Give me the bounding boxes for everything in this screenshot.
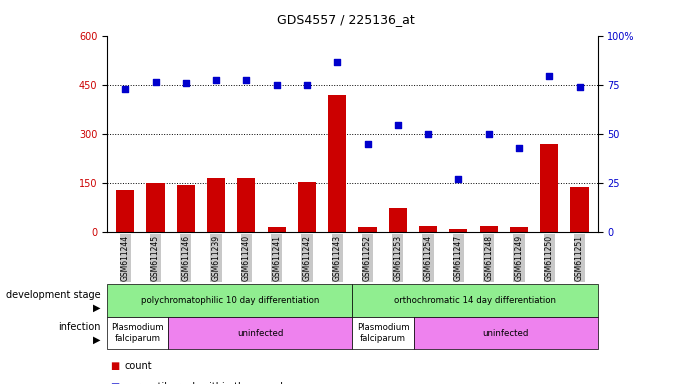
Bar: [419, 226, 437, 232]
Point: [483, 131, 494, 137]
Bar: [449, 229, 468, 232]
Bar: [571, 187, 589, 232]
Bar: [146, 184, 164, 232]
Point: [120, 86, 131, 93]
Bar: [328, 95, 346, 232]
Bar: [480, 226, 498, 232]
Point: [392, 121, 404, 127]
Bar: [298, 182, 316, 232]
Text: ■: ■: [111, 382, 120, 384]
Text: count: count: [124, 361, 152, 371]
Text: uninfected: uninfected: [482, 329, 529, 338]
Point: [332, 59, 343, 65]
Text: ▶: ▶: [93, 302, 100, 313]
Bar: [237, 179, 256, 232]
Point: [423, 131, 434, 137]
Text: infection: infection: [57, 322, 100, 333]
Bar: [207, 179, 225, 232]
Text: Plasmodium
falciparum: Plasmodium falciparum: [357, 323, 409, 343]
Point: [513, 145, 524, 151]
Bar: [359, 227, 377, 232]
Point: [301, 83, 312, 89]
Point: [180, 80, 191, 86]
Text: development stage: development stage: [6, 290, 100, 300]
Bar: [267, 227, 286, 232]
Point: [271, 83, 282, 89]
Point: [241, 76, 252, 83]
Text: polychromatophilic 10 day differentiation: polychromatophilic 10 day differentiatio…: [140, 296, 319, 305]
Text: orthochromatic 14 day differentiation: orthochromatic 14 day differentiation: [394, 296, 556, 305]
Point: [150, 78, 161, 84]
Text: GDS4557 / 225136_at: GDS4557 / 225136_at: [276, 13, 415, 26]
Text: ■: ■: [111, 361, 120, 371]
Bar: [389, 208, 407, 232]
Point: [453, 176, 464, 182]
Text: percentile rank within the sample: percentile rank within the sample: [124, 382, 290, 384]
Text: Plasmodium
falciparum: Plasmodium falciparum: [111, 323, 164, 343]
Point: [211, 76, 222, 83]
Text: ▶: ▶: [93, 335, 100, 345]
Point: [544, 73, 555, 79]
Point: [362, 141, 373, 147]
Text: uninfected: uninfected: [237, 329, 283, 338]
Bar: [116, 190, 134, 232]
Bar: [510, 227, 528, 232]
Point: [574, 84, 585, 91]
Bar: [177, 185, 195, 232]
Bar: [540, 144, 558, 232]
